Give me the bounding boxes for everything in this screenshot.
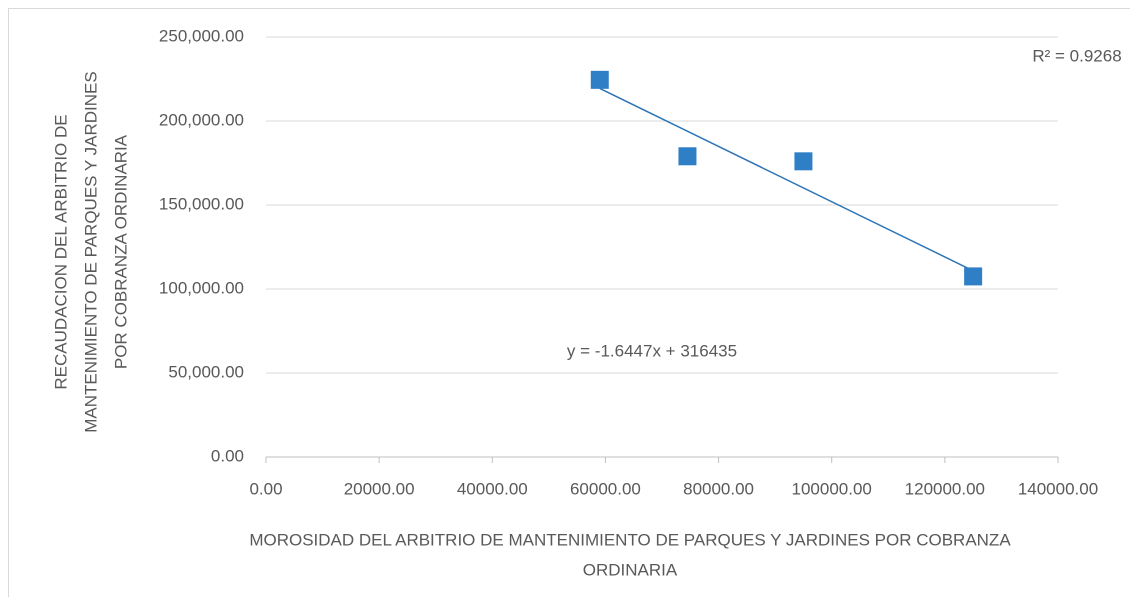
y-tick-label: 150,000.00 — [159, 194, 244, 213]
x-tick-label: 120000.00 — [905, 479, 985, 498]
point — [678, 147, 697, 166]
y-tick-label: 50,000.00 — [168, 362, 244, 381]
y-tick-label: 0.00 — [211, 446, 244, 465]
y-axis-title: POR COBRANZA ORDINARIA — [111, 134, 130, 369]
point — [964, 267, 983, 286]
trendline — [599, 87, 974, 272]
r-squared: R² = 0.9268 — [1032, 46, 1121, 65]
x-tick-label: 0.00 — [249, 479, 282, 498]
trend-equation: y = -1.6447x + 316435 — [567, 341, 737, 360]
x-tick-label: 20000.00 — [344, 479, 415, 498]
point — [590, 70, 609, 89]
x-tick-label: 140000.00 — [1018, 479, 1098, 498]
x-tick-label: 80000.00 — [683, 479, 754, 498]
y-tick-label: 250,000.00 — [159, 26, 244, 45]
x-tick-label: 40000.00 — [457, 479, 528, 498]
x-tick-label: 100000.00 — [792, 479, 872, 498]
x-axis-title: MOROSIDAD DEL ARBITRIO DE MANTENIMIENTO … — [249, 530, 1011, 549]
x-tick-label: 60000.00 — [570, 479, 641, 498]
y-axis-title: RECAUDACION DEL ARBITRIO DE — [51, 114, 70, 389]
point — [794, 152, 813, 171]
y-tick-label: 100,000.00 — [159, 278, 244, 297]
chart-border — [8, 8, 1130, 597]
y-tick-label: 200,000.00 — [159, 110, 244, 129]
y-axis-title: MANTENIMIENTO DE PARQUES Y JARDINES — [81, 71, 100, 432]
x-axis-title: ORDINARIA — [583, 560, 678, 579]
